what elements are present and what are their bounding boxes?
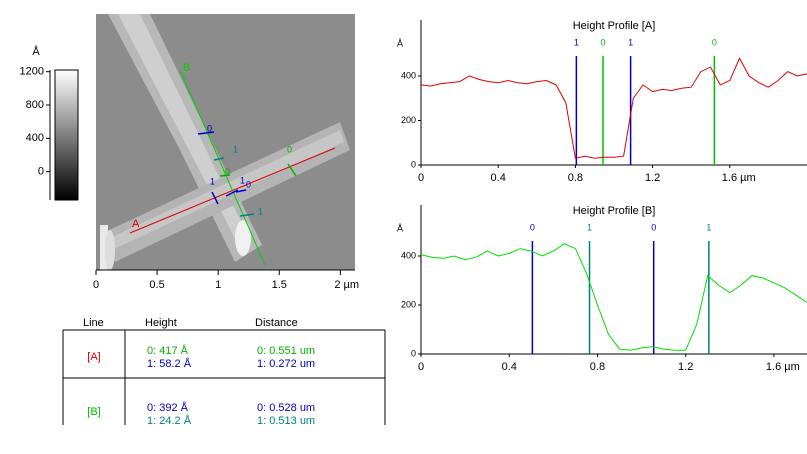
table-height: 1: 24.2 Å bbox=[147, 414, 192, 427]
cursor-label: 0 bbox=[651, 222, 656, 232]
cursor-label: 0 bbox=[207, 123, 212, 133]
cursor-mark bbox=[225, 189, 239, 197]
cursor-label: 1 bbox=[628, 37, 633, 47]
cursor-label: 0 bbox=[600, 37, 605, 47]
cursor-mark bbox=[239, 213, 255, 217]
colorbar-tick-label: 0 bbox=[38, 166, 44, 178]
x-tick-label: 0.5 bbox=[149, 279, 164, 291]
table-header: Distance bbox=[255, 317, 298, 329]
colorbar-label: Å bbox=[32, 45, 40, 58]
profile-line bbox=[420, 243, 807, 351]
x-tick-label: 0.8 bbox=[590, 361, 605, 373]
cursor-label: 0 bbox=[246, 179, 251, 189]
cursor-mark bbox=[213, 157, 225, 161]
cursor-mark bbox=[211, 191, 219, 205]
y-axis-label: Å bbox=[397, 38, 403, 48]
y-axis-label: Å bbox=[397, 223, 403, 233]
cursor-label: 1 bbox=[706, 222, 711, 232]
colorbar bbox=[54, 69, 79, 201]
table-header: Line bbox=[83, 317, 104, 329]
cursor-label: 1 bbox=[210, 176, 215, 186]
table-distance: 1: 0.272 um bbox=[257, 358, 315, 370]
cursor-mark bbox=[219, 174, 231, 177]
x-tick-label: 0 bbox=[418, 361, 424, 373]
colorbar-tick-label: 800 bbox=[26, 99, 44, 111]
x-tick-label: 1.2 bbox=[678, 361, 693, 373]
x-tick-label: 2 µm bbox=[334, 279, 359, 291]
x-tick-label: 0.4 bbox=[502, 361, 517, 373]
colorbar-tick-label: 1200 bbox=[20, 66, 44, 78]
y-tick-label: 200 bbox=[401, 115, 416, 125]
x-tick-label: 0 bbox=[418, 172, 424, 184]
y-tick-label: 0 bbox=[411, 348, 416, 358]
x-tick-label: 1.6 µm bbox=[766, 361, 800, 373]
cursor-label: 1 bbox=[587, 222, 592, 232]
table-distance: 0: 0.528 um bbox=[257, 402, 315, 414]
table bbox=[62, 329, 386, 425]
chart-title: Height Profile [B] bbox=[573, 205, 656, 217]
y-tick-label: 400 bbox=[401, 250, 416, 260]
x-tick-label: 0.8 bbox=[568, 172, 583, 184]
cursor-mark bbox=[287, 163, 297, 177]
y-tick-label: 0 bbox=[411, 159, 416, 169]
y-tick-label: 200 bbox=[401, 299, 416, 309]
table-line-name: [B] bbox=[87, 406, 100, 418]
cursor-mark bbox=[235, 189, 247, 193]
chart-title: Height Profile [A] bbox=[573, 20, 656, 32]
x-tick-label: 0 bbox=[93, 279, 99, 291]
x-tick-label: 1.5 bbox=[272, 279, 287, 291]
cursor-label: 1 bbox=[233, 144, 238, 154]
y-tick-label: 400 bbox=[401, 70, 416, 80]
cursor-label: 1 bbox=[240, 175, 245, 185]
cursor-label: 0 bbox=[287, 144, 292, 154]
cursor-label: 0 bbox=[712, 37, 717, 47]
x-tick-label: 1 bbox=[215, 279, 221, 291]
afm-image bbox=[96, 14, 355, 270]
cursor-label: 1 bbox=[258, 206, 263, 216]
table-height: 0: 417 Å bbox=[147, 344, 189, 357]
table-line-name: [A] bbox=[87, 351, 100, 363]
cursor-label: 1 bbox=[574, 37, 579, 47]
table-header: Height bbox=[145, 317, 177, 329]
x-tick-label: 0.4 bbox=[491, 172, 506, 184]
profile-line-label: B bbox=[183, 62, 190, 74]
table-height: 0: 392 Å bbox=[147, 401, 189, 414]
cursor-label: 0 bbox=[530, 222, 535, 232]
profile-line bbox=[179, 69, 266, 266]
table-distance: 1: 0.513 um bbox=[257, 415, 315, 427]
cursor-label: 0 bbox=[225, 166, 230, 176]
x-tick-label: 1.2 bbox=[645, 172, 660, 184]
profile-line bbox=[420, 57, 807, 159]
cursor-mark bbox=[197, 131, 215, 135]
profile-line-label: A bbox=[132, 218, 140, 230]
x-tick-label: 1.6 µm bbox=[722, 172, 756, 184]
table-distance: 0: 0.551 um bbox=[257, 345, 315, 357]
colorbar-tick-label: 400 bbox=[26, 132, 44, 144]
table-height: 1: 58.2 Å bbox=[147, 357, 192, 370]
